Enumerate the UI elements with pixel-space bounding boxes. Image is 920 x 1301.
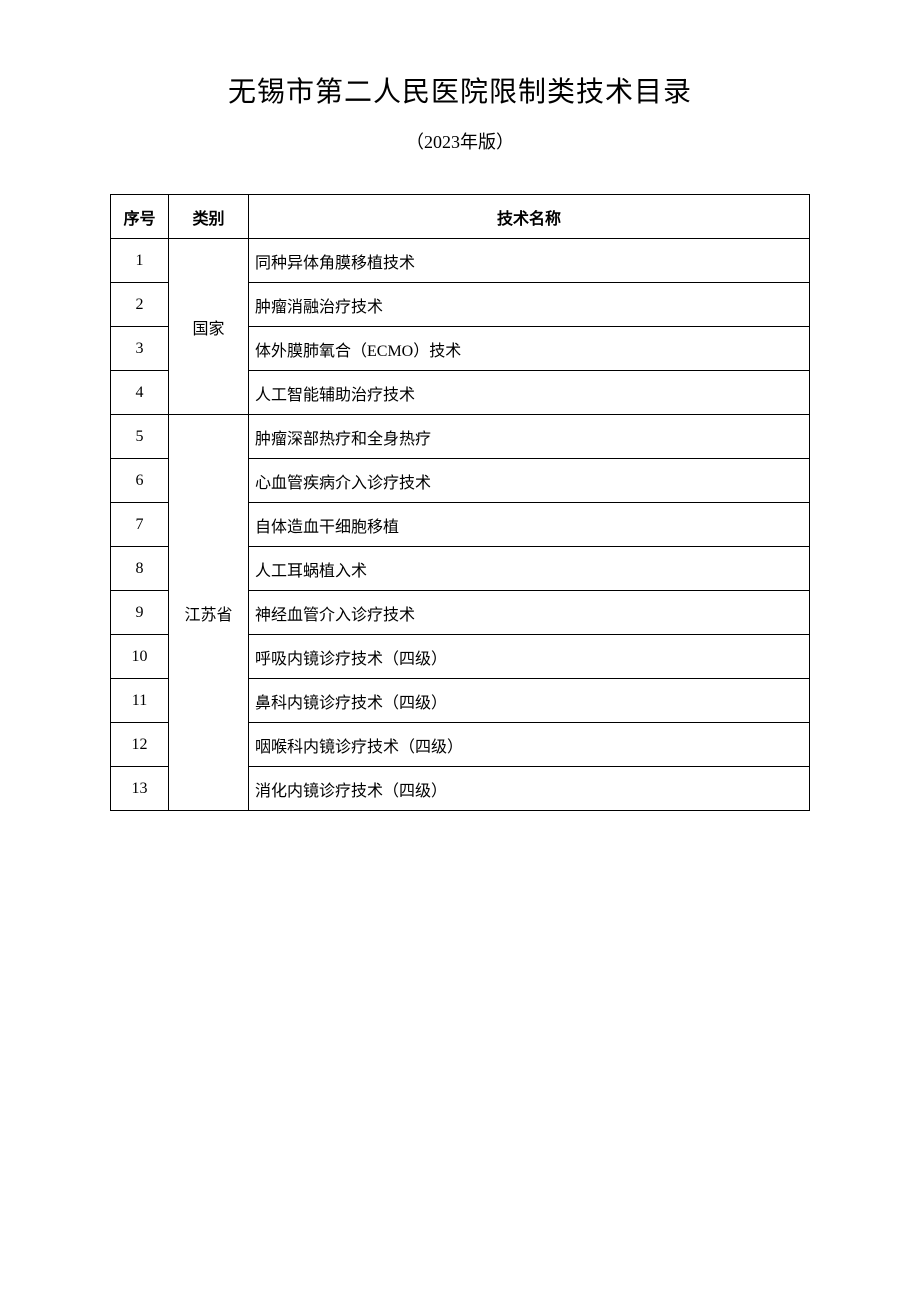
cell-seq: 5 (111, 415, 169, 459)
cell-category: 国家 (169, 239, 249, 415)
cell-name: 神经血管介入诊疗技术 (249, 591, 810, 635)
cell-seq: 2 (111, 283, 169, 327)
cell-seq: 10 (111, 635, 169, 679)
tech-table: 序号 类别 技术名称 1国家同种异体角膜移植技术2肿瘤消融治疗技术3体外膜肺氧合… (110, 194, 810, 811)
cell-seq: 13 (111, 767, 169, 811)
cell-category: 江苏省 (169, 415, 249, 811)
cell-name: 呼吸内镜诊疗技术（四级） (249, 635, 810, 679)
cell-seq: 4 (111, 371, 169, 415)
cell-seq: 7 (111, 503, 169, 547)
page-title: 无锡市第二人民医院限制类技术目录 (110, 70, 810, 110)
cell-name: 消化内镜诊疗技术（四级） (249, 767, 810, 811)
cell-name: 肿瘤深部热疗和全身热疗 (249, 415, 810, 459)
table-row: 5江苏省肿瘤深部热疗和全身热疗 (111, 415, 810, 459)
cell-name: 咽喉科内镜诊疗技术（四级） (249, 723, 810, 767)
cell-name: 肿瘤消融治疗技术 (249, 283, 810, 327)
cell-seq: 9 (111, 591, 169, 635)
table-row: 1国家同种异体角膜移植技术 (111, 239, 810, 283)
table-header-row: 序号 类别 技术名称 (111, 195, 810, 239)
cell-seq: 12 (111, 723, 169, 767)
page-subtitle: （2023年版） (110, 128, 810, 154)
header-name: 技术名称 (249, 195, 810, 239)
cell-seq: 3 (111, 327, 169, 371)
cell-seq: 8 (111, 547, 169, 591)
cell-name: 人工智能辅助治疗技术 (249, 371, 810, 415)
header-seq: 序号 (111, 195, 169, 239)
cell-name: 同种异体角膜移植技术 (249, 239, 810, 283)
cell-seq: 11 (111, 679, 169, 723)
cell-name: 鼻科内镜诊疗技术（四级） (249, 679, 810, 723)
cell-name: 心血管疾病介入诊疗技术 (249, 459, 810, 503)
cell-seq: 6 (111, 459, 169, 503)
cell-name: 自体造血干细胞移植 (249, 503, 810, 547)
cell-name: 体外膜肺氧合（ECMO）技术 (249, 327, 810, 371)
cell-name: 人工耳蜗植入术 (249, 547, 810, 591)
header-category: 类别 (169, 195, 249, 239)
cell-seq: 1 (111, 239, 169, 283)
